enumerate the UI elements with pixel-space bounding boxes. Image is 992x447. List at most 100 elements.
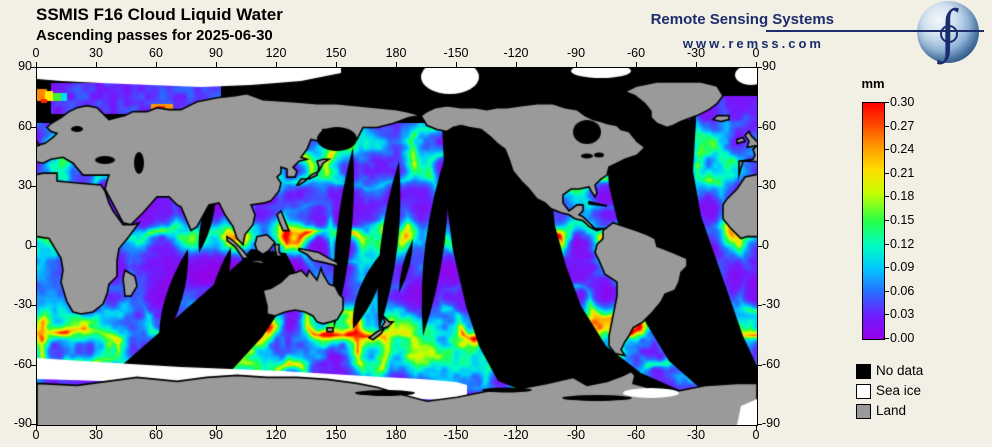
lon-label-bottom: -150 — [443, 428, 469, 442]
lon-label-top: 90 — [209, 46, 223, 60]
colorbar-tick-label: 0.00 — [890, 331, 915, 345]
lon-label-bottom: 90 — [209, 428, 223, 442]
lon-label-top: -120 — [503, 46, 529, 60]
colorbar-tick-label: 0.12 — [890, 236, 915, 251]
colorbar-tick-label: 0.24 — [890, 142, 915, 157]
lon-label-top: 60 — [149, 46, 163, 60]
legend-swatch — [856, 384, 871, 399]
lon-tick-top — [156, 62, 157, 67]
colorbar-tick-label: 0.15 — [890, 213, 915, 227]
lat-tick-left — [31, 186, 36, 187]
lon-label-bottom: 0 — [752, 428, 760, 442]
page-title: SSMIS F16 Cloud Liquid Water — [36, 5, 283, 24]
colorbar-tick — [884, 149, 889, 151]
colorbar-tick-label: 0.09 — [890, 260, 915, 275]
lat-tick-right — [757, 245, 762, 247]
colorbar-tick — [884, 220, 889, 221]
lon-tick-top — [516, 62, 517, 67]
lon-tick-bottom — [756, 425, 757, 430]
lon-tick-top — [576, 62, 577, 67]
lat-label-left: 0 — [25, 237, 32, 252]
lon-tick-top — [456, 62, 457, 67]
lat-label-left: -30 — [13, 297, 32, 311]
colorbar-tick-label: 0.27 — [890, 118, 915, 133]
lon-label-bottom: 120 — [265, 428, 287, 442]
lon-tick-bottom — [156, 425, 157, 430]
colorbar-unit-label: mm — [861, 76, 885, 91]
lon-tick-bottom — [276, 425, 277, 430]
lon-label-bottom: 150 — [325, 428, 347, 442]
lat-label-right: -90 — [762, 416, 781, 430]
lon-tick-top — [96, 62, 97, 67]
colorbar-tick — [884, 172, 889, 174]
lon-label-top: -60 — [626, 46, 646, 60]
lon-label-top: -30 — [686, 46, 706, 60]
lon-tick-bottom — [696, 425, 697, 430]
lon-tick-top — [336, 62, 337, 67]
logo-name: Remote Sensing Systems — [650, 11, 834, 28]
lat-label-right: 30 — [762, 178, 776, 192]
lat-tick-right — [757, 305, 762, 306]
lon-tick-top — [36, 62, 37, 67]
colorbar-tick — [884, 125, 889, 127]
lat-tick-right — [757, 186, 762, 187]
lat-label-left: 60 — [18, 118, 32, 133]
world-map — [36, 67, 758, 426]
lon-label-top: -150 — [443, 46, 469, 60]
lat-tick-left — [31, 245, 36, 247]
colorbar-tick-label: 0.21 — [890, 165, 915, 180]
lat-tick-right — [757, 364, 762, 366]
lat-label-left: 30 — [18, 178, 32, 192]
lon-label-bottom: -30 — [686, 428, 706, 442]
lon-tick-bottom — [216, 425, 217, 430]
page-subtitle: Ascending passes for 2025-06-30 — [36, 27, 273, 44]
logo-url[interactable]: www.remss.com — [682, 36, 824, 51]
lat-label-right: 90 — [762, 59, 776, 73]
lon-tick-bottom — [96, 425, 97, 430]
colorbar — [862, 102, 885, 340]
lat-tick-left — [31, 424, 36, 425]
lon-tick-bottom — [396, 425, 397, 430]
legend-label: Land — [876, 403, 907, 418]
colorbar-tick — [884, 267, 889, 269]
colorbar-tick — [884, 314, 889, 316]
lat-label-right: 0 — [762, 237, 769, 252]
lon-label-bottom: 180 — [385, 428, 407, 442]
lon-tick-bottom — [576, 425, 577, 430]
lon-tick-top — [756, 62, 757, 67]
colorbar-tick — [884, 102, 889, 103]
legend-label: No data — [876, 363, 924, 378]
lat-label-right: 60 — [762, 118, 776, 133]
lon-tick-bottom — [516, 425, 517, 430]
earth-globe-icon: ∫ — [912, 0, 984, 63]
remss-logo: Remote Sensing Systems www.remss.com ∫ — [651, 0, 984, 64]
lon-label-top: 120 — [265, 46, 287, 60]
clw-heatmap-canvas — [37, 68, 757, 425]
lat-label-left: -90 — [13, 416, 32, 430]
lon-label-bottom: -120 — [503, 428, 529, 442]
legend-swatch — [856, 404, 871, 419]
lon-label-bottom: 60 — [149, 428, 163, 442]
lon-tick-top — [396, 62, 397, 67]
lat-tick-left — [31, 126, 36, 128]
lon-label-top: 0 — [752, 46, 760, 60]
lat-label-right: -30 — [762, 297, 781, 311]
colorbar-tick-label: 0.30 — [890, 95, 915, 109]
lat-label-right: -60 — [762, 356, 781, 371]
legend-label: Sea ice — [876, 383, 922, 398]
lat-tick-right — [757, 126, 762, 128]
colorbar-tick — [884, 338, 889, 339]
lon-tick-bottom — [36, 425, 37, 430]
lon-tick-bottom — [456, 425, 457, 430]
lon-label-top: 180 — [385, 46, 407, 60]
lat-tick-left — [31, 305, 36, 306]
lat-label-left: -60 — [13, 356, 32, 371]
lat-tick-right — [757, 424, 762, 425]
lon-label-bottom: 30 — [89, 428, 103, 442]
logo-underline — [766, 30, 966, 32]
lon-label-top: 150 — [325, 46, 347, 60]
colorbar-tick-label: 0.18 — [890, 189, 915, 204]
colorbar-tick-label: 0.06 — [890, 283, 915, 298]
lon-label-top: 30 — [89, 46, 103, 60]
colorbar-tick — [884, 196, 889, 198]
